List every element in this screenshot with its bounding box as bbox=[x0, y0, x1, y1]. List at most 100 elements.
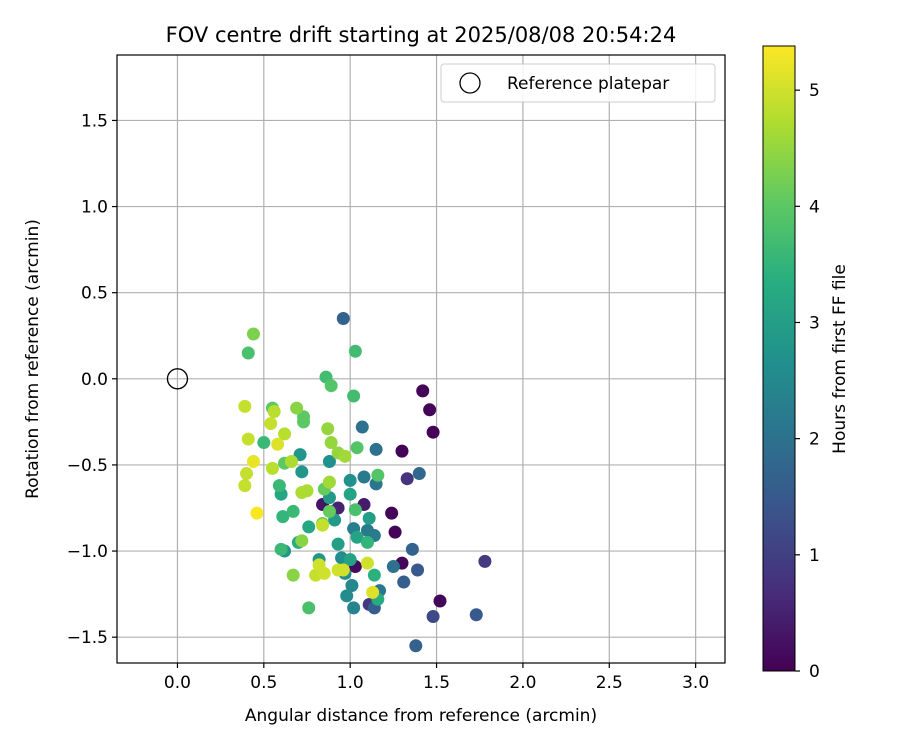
data-point bbox=[238, 399, 252, 413]
x-tick-label: 2.5 bbox=[596, 673, 623, 693]
data-point bbox=[388, 525, 402, 539]
legend: Reference platepar bbox=[440, 63, 716, 103]
data-point bbox=[369, 442, 383, 456]
data-point bbox=[386, 560, 400, 574]
data-point bbox=[433, 594, 447, 608]
data-point bbox=[350, 441, 364, 455]
colorbar-label: Hours from first FF file bbox=[830, 264, 850, 454]
data-point bbox=[367, 568, 381, 582]
data-point bbox=[316, 518, 330, 532]
data-point bbox=[360, 535, 374, 549]
data-point bbox=[322, 475, 336, 489]
data-point bbox=[355, 420, 369, 434]
data-point bbox=[411, 563, 425, 577]
data-point bbox=[286, 568, 300, 582]
data-point bbox=[276, 510, 290, 524]
data-point bbox=[426, 609, 440, 623]
data-point bbox=[400, 472, 414, 486]
data-point bbox=[265, 461, 279, 475]
colorbar-tick-label: 2 bbox=[809, 430, 820, 450]
y-tick-label: −1.0 bbox=[67, 542, 108, 562]
colorbar: 0 1 2 3 4 5 Hours from first FF file bbox=[762, 45, 850, 682]
x-tick-label: 2.0 bbox=[509, 673, 536, 693]
data-point bbox=[264, 417, 278, 431]
x-tick-label: 1.5 bbox=[423, 673, 450, 693]
data-point bbox=[416, 384, 430, 398]
colorbar-tick-label: 1 bbox=[809, 546, 820, 566]
y-axis-ticks: −1.5 −1.0 −0.5 0.0 0.5 1.0 1.5 bbox=[67, 111, 117, 648]
data-point bbox=[272, 479, 286, 493]
colorbar-ticks: 0 1 2 3 4 5 bbox=[795, 81, 820, 682]
data-point bbox=[360, 556, 374, 570]
data-point bbox=[290, 401, 304, 415]
data-point bbox=[331, 563, 345, 577]
data-point bbox=[284, 454, 298, 468]
data-point bbox=[347, 389, 361, 403]
legend-label: Reference platepar bbox=[507, 74, 669, 94]
data-point bbox=[338, 449, 352, 463]
x-axis-ticks: 0.0 0.5 1.0 1.5 2.0 2.5 3.0 bbox=[164, 663, 709, 693]
data-point bbox=[324, 379, 338, 393]
y-tick-label: 1.5 bbox=[81, 111, 108, 131]
x-tick-label: 1.0 bbox=[337, 673, 364, 693]
data-point bbox=[348, 344, 362, 358]
data-point bbox=[241, 346, 255, 360]
data-point bbox=[293, 448, 307, 462]
data-point bbox=[274, 542, 288, 556]
data-point bbox=[295, 465, 309, 479]
data-point bbox=[321, 422, 335, 436]
data-points bbox=[238, 312, 492, 653]
data-point bbox=[340, 589, 354, 603]
data-point bbox=[366, 585, 380, 599]
y-axis-label: Rotation from reference (arcmin) bbox=[23, 219, 43, 499]
colorbar-tick-label: 3 bbox=[809, 313, 820, 333]
legend-marker-circle bbox=[459, 72, 481, 94]
y-tick-label: 1.0 bbox=[81, 198, 108, 218]
data-point bbox=[336, 312, 350, 326]
x-axis-label: Angular distance from reference (arcmin) bbox=[245, 706, 597, 726]
y-tick-label: −0.5 bbox=[67, 456, 108, 476]
data-point bbox=[347, 601, 361, 615]
x-tick-label: 0.0 bbox=[164, 673, 191, 693]
colorbar-tick-label: 4 bbox=[809, 197, 820, 217]
data-point bbox=[246, 454, 260, 468]
data-point bbox=[278, 427, 292, 441]
data-point bbox=[295, 534, 309, 548]
data-point bbox=[267, 405, 281, 419]
data-point bbox=[395, 444, 409, 458]
chart-title: FOV centre drift starting at 2025/08/08 … bbox=[166, 23, 677, 47]
data-point bbox=[405, 542, 419, 556]
legend-box bbox=[440, 63, 716, 103]
data-point bbox=[322, 504, 336, 518]
data-point bbox=[257, 436, 271, 450]
data-point bbox=[250, 506, 264, 520]
data-point bbox=[297, 415, 311, 429]
data-point bbox=[238, 479, 252, 493]
data-point bbox=[343, 487, 357, 501]
data-point bbox=[357, 470, 371, 484]
data-point bbox=[469, 608, 483, 622]
grid-lines bbox=[117, 55, 725, 663]
reference-platepar-marker bbox=[166, 368, 189, 390]
data-point bbox=[348, 503, 362, 517]
data-point bbox=[409, 639, 423, 653]
data-point bbox=[371, 468, 385, 482]
data-point bbox=[350, 530, 364, 544]
data-point bbox=[426, 425, 440, 439]
data-point bbox=[312, 558, 326, 572]
data-point bbox=[423, 403, 437, 417]
data-point bbox=[478, 554, 492, 568]
y-tick-label: 0.5 bbox=[81, 284, 108, 304]
data-point bbox=[362, 511, 376, 525]
y-tick-label: 0.0 bbox=[81, 370, 108, 390]
data-point bbox=[286, 504, 300, 518]
colorbar-tick-label: 0 bbox=[809, 662, 820, 682]
data-point bbox=[343, 473, 357, 487]
y-tick-label: −1.5 bbox=[67, 628, 108, 648]
data-point bbox=[271, 437, 285, 451]
data-point bbox=[331, 537, 345, 551]
data-point bbox=[385, 506, 399, 520]
colorbar-gradient bbox=[762, 45, 796, 672]
data-point bbox=[412, 467, 426, 481]
